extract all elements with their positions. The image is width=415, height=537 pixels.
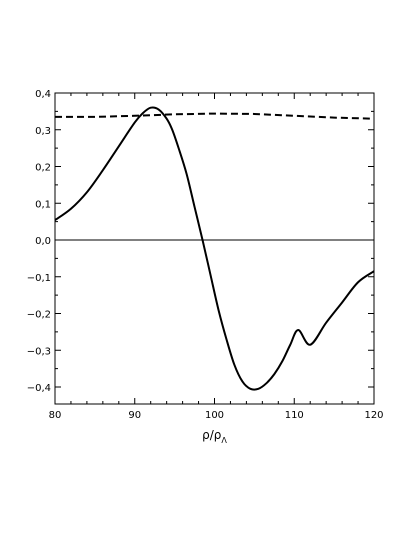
y-tick-label: 0,0 xyxy=(35,236,51,247)
x-tick-label: 80 xyxy=(49,410,62,421)
y-tick-label: 0,3 xyxy=(35,126,51,137)
plot-border xyxy=(54,92,375,405)
x-axis-label: ρ/ρΛ xyxy=(202,428,227,445)
y-tick-label: 0,1 xyxy=(35,199,51,210)
y-tick-label: 0,2 xyxy=(35,163,51,174)
y-tick-label: −0,2 xyxy=(27,310,51,321)
x-tick-label: 90 xyxy=(128,410,141,421)
x-tick-label: 110 xyxy=(285,410,304,421)
y-tick-label: −0,4 xyxy=(27,383,51,394)
x-tick-label: 120 xyxy=(364,410,383,421)
plot-frame xyxy=(54,92,375,405)
series-line-solid xyxy=(54,106,375,391)
tick-layer: 0,4 0,3 0,2 0,1 0,0 −0,1 −0,2 −0,3 −0,4 80 90 100 11… xyxy=(27,89,384,421)
y-tick-label: 0,4 xyxy=(35,89,51,100)
x-axis-label-main: ρ/ρ xyxy=(202,428,221,442)
y-tick-label: −0,3 xyxy=(27,346,51,357)
x-tick-label: 100 xyxy=(205,410,224,421)
series-line-dashed xyxy=(55,112,375,120)
x-axis-label-subscript: Λ xyxy=(221,436,227,445)
y-tick-label: −0,1 xyxy=(27,273,51,284)
series-layer xyxy=(54,106,375,391)
